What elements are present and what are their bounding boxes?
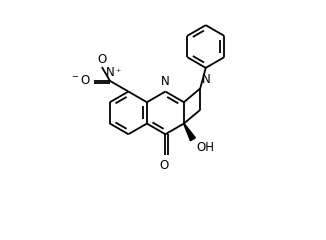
Text: N: N [201, 73, 210, 86]
Text: $^-$O: $^-$O [70, 74, 92, 87]
Text: $^+$: $^+$ [114, 68, 122, 77]
Text: OH: OH [197, 141, 215, 154]
Text: O: O [159, 159, 169, 172]
Polygon shape [184, 123, 195, 141]
Text: N: N [106, 66, 114, 79]
Text: O: O [97, 53, 107, 66]
Text: N: N [161, 75, 170, 88]
